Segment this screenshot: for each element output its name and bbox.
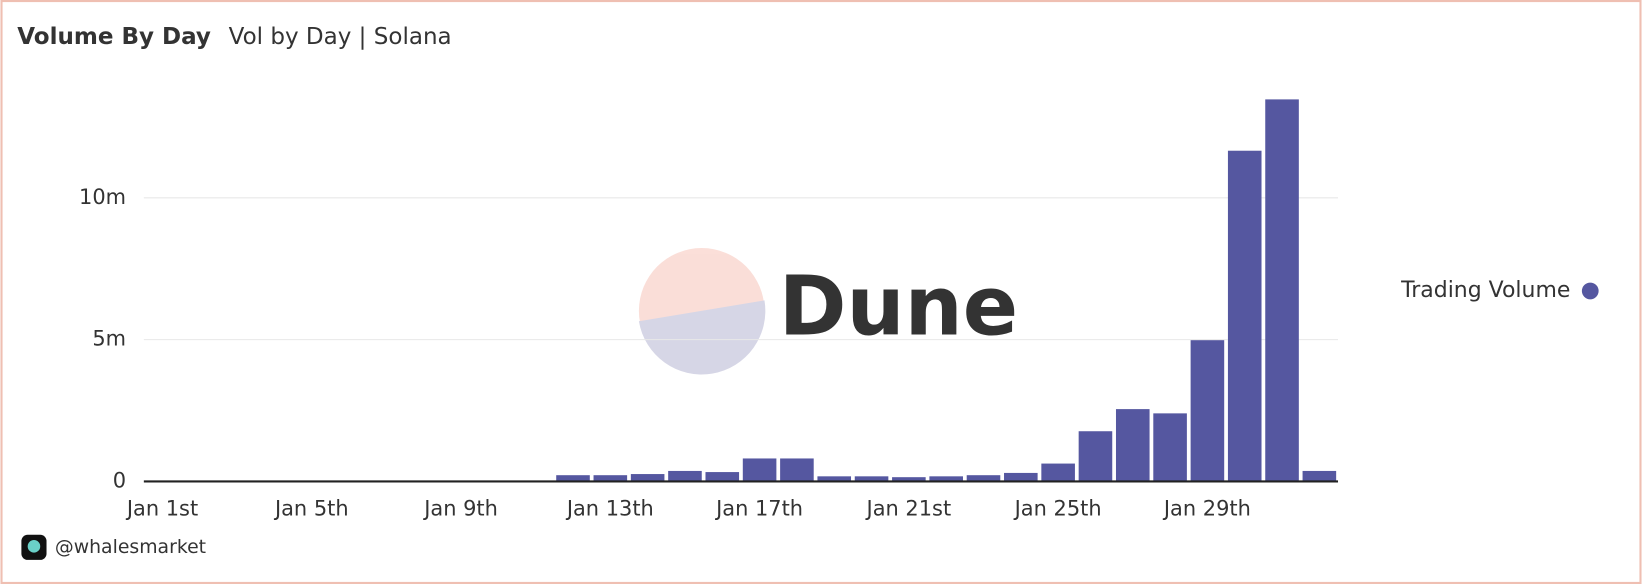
x-tick-label: Jan 25th [1013, 497, 1102, 521]
bar [1004, 472, 1038, 482]
x-tick-label: Jan 17th [714, 497, 803, 521]
bar [556, 475, 590, 482]
chart-title: Volume By Day [17, 24, 211, 50]
bar [854, 476, 889, 482]
bar [1078, 431, 1113, 482]
bar [668, 470, 702, 482]
bar [780, 458, 814, 482]
bar [892, 477, 926, 482]
x-tick-label: Jan 13th [565, 497, 654, 521]
bar [1041, 463, 1075, 482]
bar [1153, 413, 1187, 482]
y-tick-label: 0 [113, 468, 126, 492]
x-tick-label: Jan 9th [422, 497, 498, 521]
y-tick-label: 5m [92, 327, 126, 351]
bar [705, 472, 740, 482]
legend-marker [1581, 282, 1599, 300]
bar [1265, 99, 1299, 482]
footer-icon-dot [27, 540, 41, 553]
bar [929, 476, 963, 482]
bar [966, 475, 1001, 482]
bar [742, 458, 777, 482]
y-tick-label: 10m [79, 185, 126, 209]
chart-subtitle: Vol by Day | Solana [229, 24, 452, 50]
watermark: Dune [779, 259, 1018, 354]
bar [817, 476, 852, 482]
bar [1302, 470, 1337, 482]
x-tick-label: Jan 5th [273, 497, 349, 521]
bar [1227, 150, 1262, 482]
x-tick-label: Jan 21st [865, 497, 952, 521]
watermark-logo [638, 248, 766, 375]
legend-label: Trading Volume [1400, 278, 1570, 303]
bar [1115, 409, 1150, 482]
footer: @whalesmarket [55, 537, 206, 558]
bar [1190, 340, 1225, 482]
x-tick-label: Jan 29th [1162, 497, 1251, 521]
bar [593, 475, 628, 482]
x-tick-label: Jan 1st [125, 497, 198, 521]
bar [630, 474, 665, 482]
